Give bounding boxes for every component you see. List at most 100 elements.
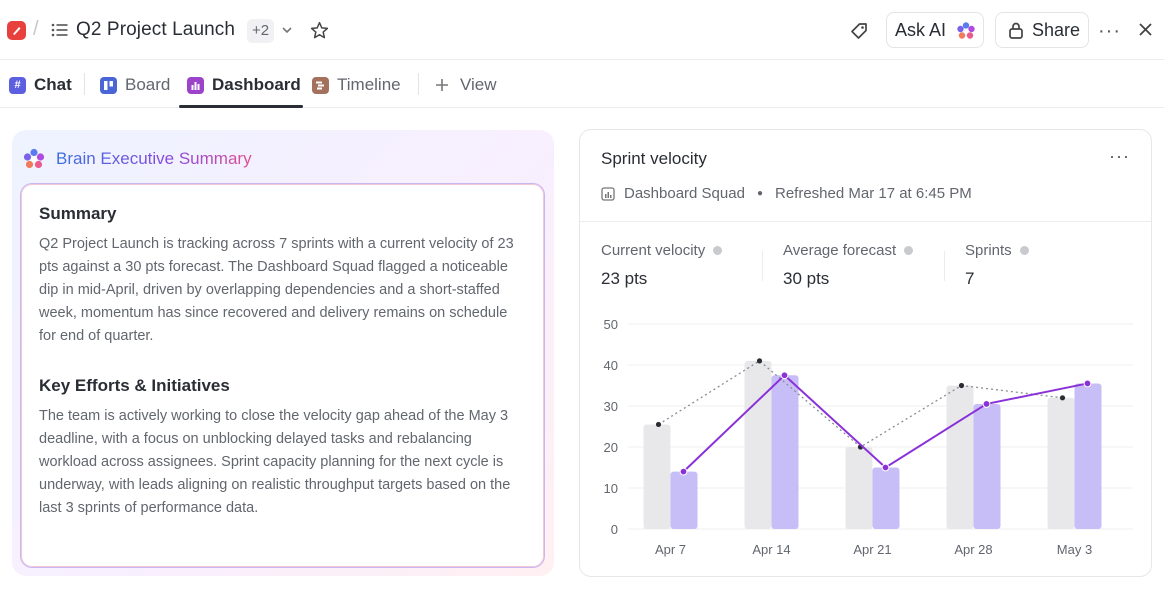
series-line-0 [658, 360, 1063, 448]
y-tick-label: 50 [604, 317, 618, 332]
hash-icon: # [9, 76, 26, 94]
meta-separator: ● [756, 188, 763, 199]
data-point [958, 382, 965, 389]
list-icon [51, 23, 68, 37]
add-view-label: View [460, 75, 497, 94]
brain-ai-icon [957, 22, 975, 39]
star-icon[interactable] [309, 20, 330, 41]
velocity-meta: Dashboard Squad ● Refreshed Mar 17 at 6:… [601, 185, 972, 202]
close-icon[interactable] [1137, 21, 1154, 38]
tab-board-label: Board [125, 75, 171, 94]
y-tick-label: 10 [604, 481, 618, 496]
series-line-1 [682, 373, 1088, 473]
ask-ai-label: Ask AI [895, 19, 947, 40]
info-icon[interactable] [713, 246, 723, 255]
summary-text: Q2 Project Launch is tracking across 7 s… [39, 236, 514, 344]
x-tick-label: Apr 28 [954, 542, 992, 557]
sprint-velocity-card: Sprint velocity ··· Dashboard Squad ● Re… [579, 129, 1152, 577]
timeline-icon [312, 76, 329, 94]
app-logo-icon[interactable] [7, 21, 26, 40]
board-icon [100, 76, 117, 94]
add-view-button[interactable]: View [434, 74, 497, 96]
stat-sprints: Sprints 7 [965, 242, 1029, 289]
x-tick-label: Apr 7 [655, 542, 686, 557]
brain-summary-header: Brain Executive Summary [22, 147, 252, 171]
chevron-down-icon[interactable] [281, 24, 293, 36]
breadcrumb-separator: / [33, 18, 39, 40]
page-title[interactable]: Q2 Project Launch [76, 19, 236, 40]
tab-divider [84, 73, 85, 95]
more-options-icon[interactable]: ··· [1098, 20, 1121, 42]
bar-velocity [872, 467, 900, 529]
velocity-title: Sprint velocity [601, 149, 707, 168]
tab-timeline[interactable]: Timeline [312, 74, 401, 96]
more-options-icon[interactable]: ··· [1109, 146, 1130, 166]
stat-divider [762, 251, 763, 281]
bar-velocity [973, 403, 1001, 529]
stat-value: 7 [965, 269, 975, 288]
summary-heading: Summary [39, 204, 117, 223]
data-point [655, 421, 662, 428]
tab-dashboard[interactable]: Dashboard [187, 74, 301, 96]
stat-average-forecast: Average forecast 30 pts [783, 242, 914, 289]
x-tick-label: May 3 [1057, 542, 1092, 557]
tab-divider [418, 73, 419, 95]
stat-value: 30 pts [783, 269, 830, 288]
info-icon[interactable] [904, 246, 914, 255]
tag-icon[interactable] [849, 21, 869, 41]
data-point [881, 463, 890, 472]
data-point [1083, 379, 1092, 388]
y-tick-label: 30 [604, 399, 618, 414]
brain-ai-icon [23, 148, 45, 169]
bar-forecast [946, 385, 974, 529]
stat-label: Average forecast [783, 242, 897, 259]
stat-divider [944, 251, 945, 281]
velocity-chart: 0 10 20 30 40 50 Apr 7 Apr 14 Apr 21 Apr 28 May 3 [604, 317, 1133, 557]
efforts-text: The team is actively working to close th… [39, 408, 511, 516]
efforts-heading: Key Efforts & Initiatives [39, 376, 230, 395]
card-divider [580, 221, 1151, 222]
top-bar: / Q2 Project Launch +2 Ask AI Share ··· [0, 0, 1164, 60]
data-point [982, 400, 991, 408]
extra-count-badge[interactable]: +2 [247, 19, 275, 43]
share-label: Share [1032, 19, 1081, 40]
bar-velocity [670, 471, 698, 529]
stat-value: 23 pts [601, 269, 648, 288]
bar-velocity [771, 375, 799, 529]
bar-forecast [744, 360, 772, 529]
dashboard-icon [187, 76, 204, 94]
bar-forecast [845, 447, 873, 529]
data-point [756, 358, 763, 364]
plus-icon [436, 79, 448, 91]
stat-label: Current velocity [601, 242, 706, 259]
tab-dashboard-label: Dashboard [212, 75, 301, 94]
data-point [679, 467, 688, 476]
refreshed-time: Refreshed Mar 17 at 6:45 PM [774, 185, 972, 202]
lock-icon [1009, 22, 1023, 39]
tab-board[interactable]: Board [100, 74, 170, 96]
stat-label: Sprints [965, 242, 1012, 259]
data-point [1059, 395, 1066, 401]
share-button[interactable]: Share [995, 12, 1089, 48]
squad-name[interactable]: Dashboard Squad [624, 185, 745, 202]
ask-ai-button[interactable]: Ask AI [886, 12, 984, 48]
y-tick-label: 0 [611, 522, 618, 537]
info-icon[interactable] [1019, 246, 1029, 255]
bar-forecast [643, 424, 671, 529]
y-tick-label: 40 [604, 358, 618, 373]
brain-summary-body: Summary Q2 Project Launch is tracking ac… [20, 183, 545, 568]
bar-forecast [1047, 397, 1075, 529]
y-tick-label: 20 [604, 440, 618, 455]
brain-summary-title: Brain Executive Summary [56, 149, 252, 168]
active-tab-indicator [179, 105, 303, 108]
chart-icon [601, 186, 615, 201]
x-tick-label: Apr 14 [752, 542, 790, 557]
tab-chat-label: Chat [34, 75, 72, 94]
tab-chat[interactable]: # Chat [9, 74, 72, 96]
stat-current-velocity: Current velocity 23 pts [601, 242, 723, 289]
tab-timeline-label: Timeline [337, 75, 401, 94]
data-point [780, 371, 789, 380]
view-tabs: # Chat Board Dashboard Timeline View [0, 60, 1164, 108]
x-tick-label: Apr 21 [853, 542, 891, 557]
bar-velocity [1074, 383, 1102, 529]
